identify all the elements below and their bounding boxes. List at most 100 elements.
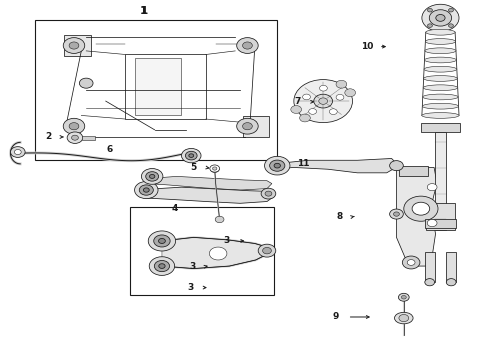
Bar bbox=[399, 166, 428, 176]
Polygon shape bbox=[272, 158, 399, 173]
Circle shape bbox=[213, 167, 217, 170]
Text: 3: 3 bbox=[189, 262, 196, 271]
Circle shape bbox=[139, 185, 153, 195]
Text: 1: 1 bbox=[140, 6, 147, 16]
Circle shape bbox=[72, 135, 78, 140]
Circle shape bbox=[402, 256, 420, 269]
Circle shape bbox=[185, 151, 197, 160]
Circle shape bbox=[429, 10, 452, 26]
Circle shape bbox=[448, 24, 453, 27]
Circle shape bbox=[146, 172, 159, 181]
Polygon shape bbox=[396, 167, 437, 266]
Circle shape bbox=[427, 184, 437, 191]
Circle shape bbox=[69, 42, 79, 49]
Circle shape bbox=[404, 196, 438, 221]
Bar bbox=[421, 123, 460, 132]
Circle shape bbox=[154, 261, 170, 272]
Circle shape bbox=[303, 94, 311, 100]
Circle shape bbox=[149, 175, 155, 179]
Circle shape bbox=[329, 109, 337, 114]
Circle shape bbox=[209, 247, 227, 260]
Circle shape bbox=[393, 212, 399, 216]
Circle shape bbox=[448, 8, 453, 12]
Circle shape bbox=[237, 38, 258, 53]
Circle shape bbox=[319, 85, 327, 91]
Circle shape bbox=[63, 118, 85, 134]
Circle shape bbox=[265, 156, 290, 175]
Bar bbox=[125, 54, 206, 119]
Circle shape bbox=[412, 202, 430, 215]
Circle shape bbox=[189, 154, 194, 157]
Bar bbox=[35, 21, 277, 160]
Circle shape bbox=[299, 114, 310, 122]
Circle shape bbox=[319, 98, 328, 104]
Text: 3: 3 bbox=[187, 283, 194, 292]
Circle shape bbox=[69, 123, 79, 130]
Ellipse shape bbox=[422, 103, 459, 109]
Text: 6: 6 bbox=[106, 145, 112, 154]
Bar bbox=[64, 36, 91, 56]
Text: 5: 5 bbox=[191, 163, 197, 172]
Circle shape bbox=[142, 168, 163, 184]
Bar bbox=[426, 203, 455, 230]
Circle shape bbox=[336, 80, 347, 88]
Circle shape bbox=[274, 163, 280, 168]
Ellipse shape bbox=[426, 30, 455, 35]
Circle shape bbox=[237, 118, 258, 134]
Circle shape bbox=[215, 216, 224, 223]
Circle shape bbox=[436, 14, 445, 21]
Circle shape bbox=[149, 257, 174, 275]
Bar bbox=[425, 252, 435, 282]
Ellipse shape bbox=[423, 94, 458, 100]
Circle shape bbox=[345, 89, 356, 97]
Text: 7: 7 bbox=[294, 97, 301, 106]
Circle shape bbox=[263, 247, 271, 254]
Ellipse shape bbox=[423, 85, 458, 91]
Circle shape bbox=[243, 123, 252, 130]
Text: 11: 11 bbox=[297, 159, 310, 168]
Circle shape bbox=[135, 181, 158, 199]
Circle shape bbox=[422, 4, 459, 32]
Ellipse shape bbox=[424, 76, 457, 81]
Text: 10: 10 bbox=[361, 42, 373, 51]
Circle shape bbox=[14, 149, 21, 154]
Circle shape bbox=[314, 94, 333, 108]
Circle shape bbox=[398, 293, 409, 301]
Text: 9: 9 bbox=[333, 312, 339, 321]
Polygon shape bbox=[147, 176, 272, 190]
Circle shape bbox=[270, 160, 285, 171]
Circle shape bbox=[390, 209, 403, 219]
Circle shape bbox=[309, 109, 317, 114]
Circle shape bbox=[144, 188, 149, 192]
Circle shape bbox=[401, 296, 406, 299]
Text: 3: 3 bbox=[223, 237, 229, 246]
Circle shape bbox=[79, 78, 93, 88]
Text: 8: 8 bbox=[337, 212, 343, 221]
Bar bbox=[135, 58, 181, 116]
Circle shape bbox=[427, 24, 432, 27]
Circle shape bbox=[243, 42, 252, 49]
Circle shape bbox=[67, 132, 83, 143]
Circle shape bbox=[210, 165, 220, 172]
Circle shape bbox=[265, 191, 272, 196]
Bar bbox=[435, 132, 446, 230]
Ellipse shape bbox=[425, 39, 456, 44]
Circle shape bbox=[210, 166, 219, 172]
Ellipse shape bbox=[422, 113, 459, 118]
Circle shape bbox=[407, 260, 415, 265]
Polygon shape bbox=[140, 187, 274, 203]
Bar bbox=[130, 207, 274, 295]
Text: 2: 2 bbox=[46, 132, 52, 141]
Text: 1: 1 bbox=[141, 6, 148, 16]
Bar bbox=[425, 220, 456, 228]
Bar bbox=[243, 116, 270, 137]
Circle shape bbox=[446, 279, 456, 286]
Circle shape bbox=[258, 244, 276, 257]
Circle shape bbox=[159, 238, 165, 243]
Text: 4: 4 bbox=[172, 204, 178, 213]
Circle shape bbox=[63, 38, 85, 53]
Ellipse shape bbox=[424, 57, 456, 63]
Circle shape bbox=[261, 188, 276, 199]
Circle shape bbox=[399, 315, 409, 321]
Ellipse shape bbox=[394, 312, 413, 324]
